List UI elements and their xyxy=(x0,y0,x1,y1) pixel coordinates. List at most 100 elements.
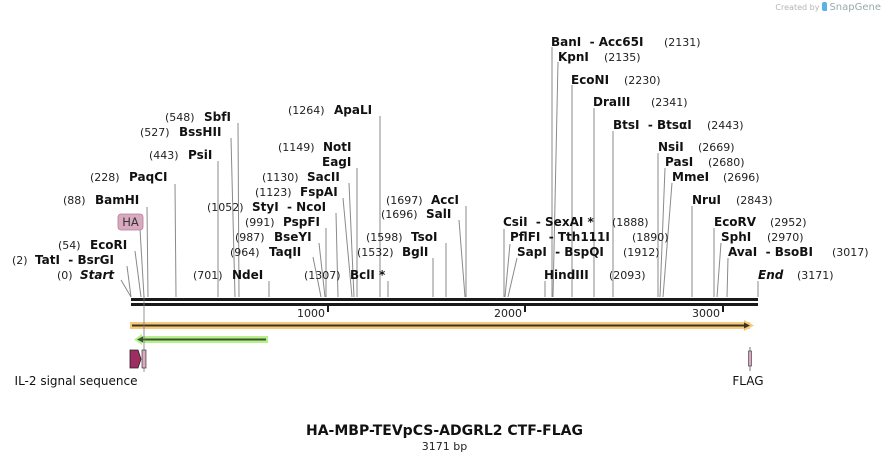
ruler-tick-2000: 2000 xyxy=(494,307,522,320)
site-label-hindiii[interactable]: HindIII xyxy=(544,268,589,282)
site-label-bsshii[interactable]: BssHII xyxy=(179,125,221,139)
plasmid-length: 3171 bp xyxy=(421,440,468,453)
site-pos: (1052) xyxy=(207,201,244,214)
site-pos: (964) xyxy=(230,246,260,259)
site-pos: (2952) xyxy=(770,216,807,229)
site-label-pspfi[interactable]: PspFI xyxy=(283,215,320,229)
site-pos: (2093) xyxy=(609,269,646,282)
site-pos: (3017) xyxy=(832,246,869,259)
sequence-backbone xyxy=(131,298,758,306)
site-label-fspai[interactable]: FspAI xyxy=(300,185,338,199)
site-label-econi[interactable]: EcoNI xyxy=(571,73,609,87)
il2-signal-sequence-label: IL-2 signal sequence xyxy=(15,374,138,388)
site-label-nrui[interactable]: NruI xyxy=(692,193,721,207)
site-label-sacii[interactable]: SacII xyxy=(307,170,340,184)
feature-ha-label[interactable]: HA xyxy=(117,213,144,231)
site-pos: (548) xyxy=(165,111,195,124)
site-label-avai-bsobi[interactable]: AvaI - BsoBI xyxy=(728,245,813,259)
site-pos: (987) xyxy=(235,231,265,244)
site-pos: (2443) xyxy=(707,119,744,132)
site-label-sali[interactable]: SalI xyxy=(426,207,451,221)
orf-forward-arrow[interactable] xyxy=(130,320,754,331)
site-pos: (2) xyxy=(12,254,28,267)
site-label-sphi[interactable]: SphI xyxy=(721,230,751,244)
site-label-ecori[interactable]: EcoRI xyxy=(90,238,127,252)
site-label-nsii[interactable]: NsiI xyxy=(658,140,684,154)
site-pos: (443) xyxy=(149,149,179,162)
site-label-ecorv[interactable]: EcoRV xyxy=(714,215,757,229)
site-label-csii-sexai[interactable]: CsiI - SexAI * xyxy=(503,215,594,229)
site-pos: (0) xyxy=(57,269,73,282)
site-pos: (1697) xyxy=(386,194,423,207)
site-label-bseyi[interactable]: BseYI xyxy=(274,230,312,244)
site-label-tsoi[interactable]: TsoI xyxy=(411,230,437,244)
site-label-start[interactable]: Start xyxy=(80,268,115,282)
site-pos: (2680) xyxy=(708,156,745,169)
site-pos: (701) xyxy=(193,269,223,282)
site-label-draiii[interactable]: DraIII xyxy=(593,95,630,109)
credit-brand: SnapGene xyxy=(829,2,881,13)
site-label-bani-acc65i[interactable]: BanI - Acc65I xyxy=(551,35,643,49)
plasmid-name: HA-MBP-TEVpCS-ADGRL2 CTF-FLAG xyxy=(306,423,583,439)
site-label-kpni[interactable]: KpnI xyxy=(558,50,589,64)
ruler-tick-1000: 1000 xyxy=(297,307,325,320)
site-label-end[interactable]: End xyxy=(758,268,784,282)
ha-text: HA xyxy=(122,215,139,229)
site-pos: (3171) xyxy=(797,269,834,282)
site-label-ndei[interactable]: NdeI xyxy=(232,268,263,282)
site-label-apali[interactable]: ApaLI xyxy=(334,103,372,117)
site-pos: (991) xyxy=(245,216,275,229)
site-label-pasi[interactable]: PasI xyxy=(665,155,693,169)
credit-prefix: Created by xyxy=(775,3,820,12)
site-pos: (1912) xyxy=(623,246,660,259)
feature-flag[interactable] xyxy=(748,347,752,371)
site-pos: (1598) xyxy=(366,231,403,244)
site-pos: (2669) xyxy=(698,141,735,154)
site-pos: (2970) xyxy=(767,231,804,244)
site-pos: (1123) xyxy=(255,186,292,199)
site-pos: (2131) xyxy=(664,36,701,49)
site-pos: (1532) xyxy=(357,246,394,259)
site-label-sapi-bspqi[interactable]: SapI - BspQI xyxy=(517,245,604,259)
site-pos: (1307) xyxy=(304,269,341,282)
site-pos: (1130) xyxy=(262,171,299,184)
ruler-tick-3000: 3000 xyxy=(692,307,720,320)
site-pos: (2135) xyxy=(604,51,641,64)
site-pos: (527) xyxy=(140,126,170,139)
site-label-taqii[interactable]: TaqII xyxy=(269,245,301,259)
site-pos: (228) xyxy=(90,171,120,184)
site-label-paqci[interactable]: PaqCI xyxy=(129,170,167,184)
site-pos: (1264) xyxy=(288,104,325,117)
site-labels: (0) Start (2) TatI - BsrGI (54) EcoRI (8… xyxy=(12,35,869,282)
site-label-pflfi-tth111i[interactable]: PflFI - Tth111I xyxy=(510,230,610,244)
svg-text:(0): (0) xyxy=(57,269,73,282)
site-pos: (2230) xyxy=(624,74,661,87)
site-pos: (2341) xyxy=(651,96,688,109)
site-pos: (1696) xyxy=(381,208,418,221)
site-label-bamhi[interactable]: BamHI xyxy=(95,193,139,207)
site-label-acci[interactable]: AccI xyxy=(431,193,459,207)
site-label-btsi-btsai[interactable]: BtsI - BtsαI xyxy=(613,118,692,132)
orf-reverse-arrow[interactable] xyxy=(134,334,268,345)
site-label-psii[interactable]: PsiI xyxy=(188,148,212,162)
site-pos: (2843) xyxy=(736,194,773,207)
site-label-sbfi[interactable]: SbfI xyxy=(204,110,231,124)
site-pos: (54) xyxy=(58,239,81,252)
site-label-styi-ncoi[interactable]: StyI - NcoI xyxy=(252,200,326,214)
site-label-tati-bsrgi[interactable]: TatI - BsrGI xyxy=(35,253,114,267)
site-label-eagi[interactable]: EagI xyxy=(322,155,351,169)
site-label-bgli[interactable]: BglI xyxy=(402,245,428,259)
site-label-bcli[interactable]: BclI * xyxy=(350,268,386,282)
site-pos: (1888) xyxy=(612,216,649,229)
snapgene-logo-icon xyxy=(822,2,828,11)
feature-il2-signal-sequence[interactable] xyxy=(129,349,147,369)
snapgene-credit: Created by SnapGene xyxy=(775,2,881,13)
site-pos: (2696) xyxy=(723,171,760,184)
site-pos: (1890) xyxy=(632,231,669,244)
site-label-noti[interactable]: NotI xyxy=(323,140,352,154)
site-label-mmei[interactable]: MmeI xyxy=(672,170,709,184)
site-pos: (1149) xyxy=(278,141,315,154)
site-connector-lines xyxy=(120,47,759,298)
flag-label: FLAG xyxy=(732,374,763,388)
